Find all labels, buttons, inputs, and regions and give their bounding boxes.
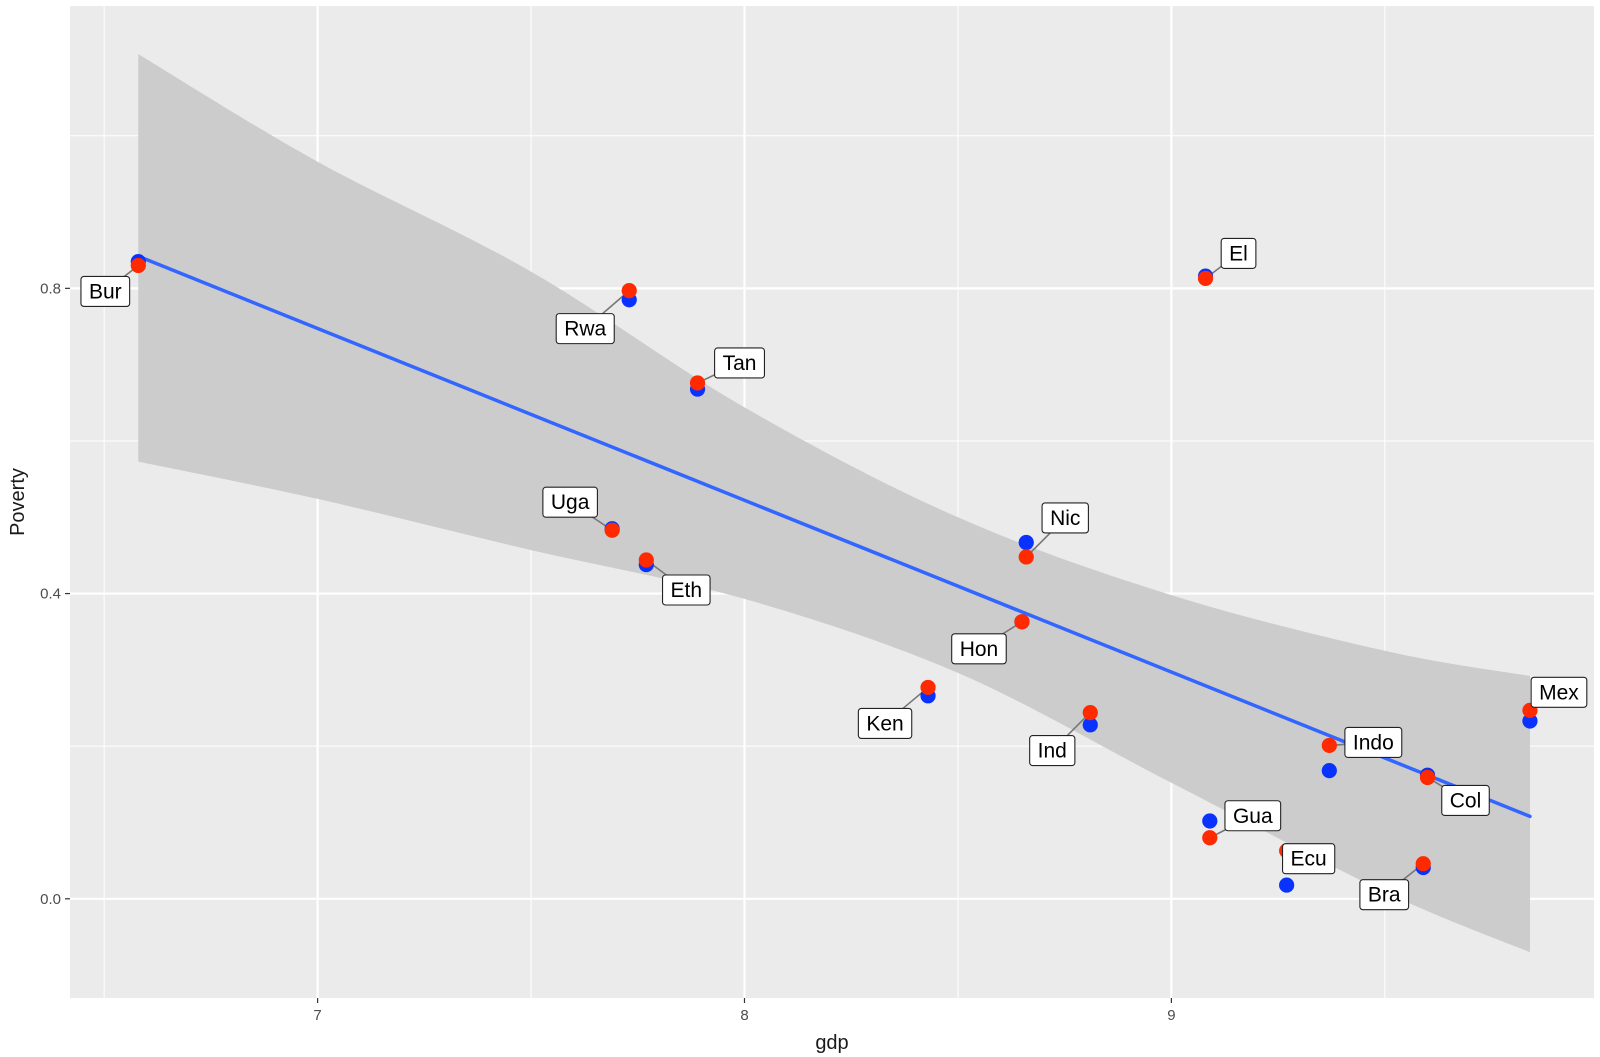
label-box [951,633,1007,665]
label-text: Tan [723,352,757,375]
label-box [661,574,711,606]
point-label: Hon [951,633,1007,665]
point-label: Indo [1344,726,1403,758]
label-box [1029,735,1076,767]
point-label: Uga [542,486,598,518]
x-axis-ticks: 7 8 9 [313,998,1176,1024]
x-tick-label: 8 [740,1007,748,1024]
data-points [130,254,1538,893]
x-tick-label: 9 [1167,1007,1175,1024]
point-label: Nic [1041,502,1089,534]
label-text: Ecu [1291,848,1327,871]
point-label: Tan [714,347,766,379]
label-box [1220,237,1257,269]
point-label: Bra [1359,879,1410,911]
y-axis-ticks: 0.0 0.4 0.8 [40,280,70,908]
point-series-b [1197,270,1214,287]
point-series-b [1018,549,1034,565]
point-label: Rwa [555,313,615,345]
label-text: Mex [1539,681,1579,704]
point-series-a [1018,534,1034,551]
point-series-a [1279,877,1295,893]
label-box [542,486,598,518]
point-series-b [130,257,146,274]
point-series-b [1415,856,1431,872]
label-text: Indo [1353,731,1394,754]
label-box [555,313,615,345]
label-text: Ind [1038,740,1067,763]
point-series-b [1419,769,1436,786]
point-label: Ken [857,707,913,739]
point-series-a [1321,763,1337,779]
label-text: Ken [866,712,903,735]
label-text: Hon [960,638,999,661]
point-label: Col [1441,784,1490,817]
label-text: Bur [89,280,122,303]
point-series-b [920,679,936,696]
y-tick-label: 0.0 [40,891,61,908]
label-text: Eth [671,579,703,602]
point-series-a [1082,717,1098,733]
label-box [1441,784,1490,817]
point-series-b [604,522,620,538]
point-label: Mex [1530,676,1588,708]
fit-line [136,254,1532,819]
label-box [1281,843,1336,875]
label-text: Nic [1050,507,1080,530]
label-box [1224,800,1282,832]
label-box [1359,879,1410,911]
confidence-band [138,54,1530,953]
label-text: Bra [1368,884,1401,907]
x-tick-label: 7 [313,1007,321,1024]
point-label: Bur [80,275,131,307]
label-text: Col [1450,789,1482,812]
label-text: Uga [551,491,590,514]
point-labels: Bur Rwa Tan Uga Eth Nic Hon Ken Ind El Gua Ecu Indo C… [80,237,1588,911]
label-box [1041,502,1089,534]
point-series-b [1202,830,1218,846]
x-axis-title: gdp [815,1032,848,1054]
point-label: Gua [1224,800,1282,832]
y-axis-title: Poverty [7,468,29,536]
label-text: Rwa [564,318,606,341]
label-box [857,707,913,739]
point-series-a [1202,813,1218,829]
point-series-b [638,552,654,568]
point-series-b [1082,705,1098,721]
label-text: Gua [1233,805,1273,828]
confidence-band-area [138,54,1530,953]
regression-line [136,254,1532,819]
label-text: El [1229,242,1248,265]
point-series-b [1321,737,1337,754]
point-label: Eth [661,574,711,606]
label-box [1530,676,1588,708]
y-tick-label: 0.8 [40,280,61,297]
point-series-b [1014,614,1030,630]
y-tick-label: 0.4 [40,586,61,603]
point-series-b [621,283,637,299]
label-box [1344,726,1403,758]
point-label: Ind [1029,735,1076,767]
point-label: El [1220,237,1257,269]
point-label: Ecu [1281,843,1336,875]
label-box [714,347,766,379]
point-series-b [689,375,706,391]
label-box [80,275,131,307]
point-series-a [1522,713,1538,729]
